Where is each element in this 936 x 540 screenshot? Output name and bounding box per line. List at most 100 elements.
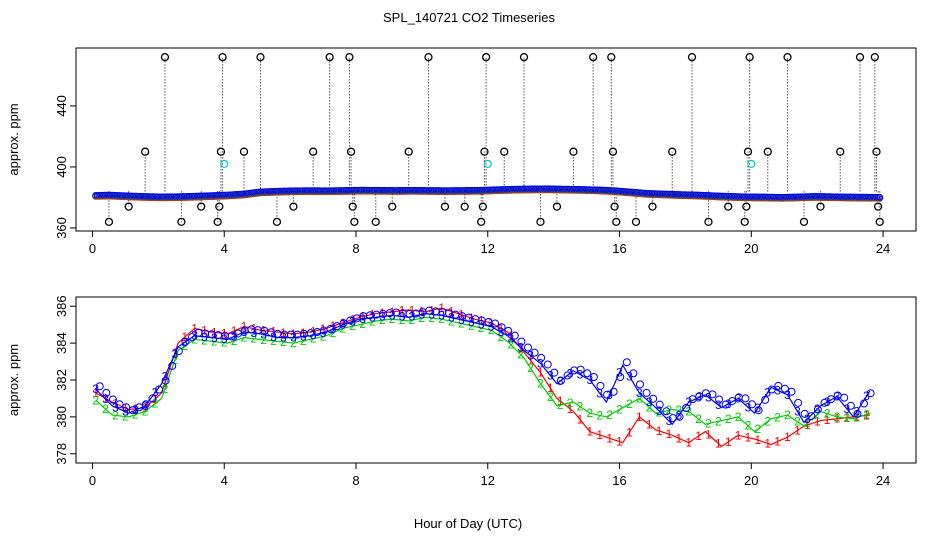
series-2-marker: 2 xyxy=(567,396,574,410)
series-1-marker: 1 xyxy=(745,431,752,445)
series-3-circle xyxy=(787,387,796,396)
series-2-marker: 2 xyxy=(201,334,208,348)
series-1-marker: 1 xyxy=(458,308,465,322)
series-2-marker: 2 xyxy=(241,331,248,345)
outlier-point xyxy=(177,217,186,227)
series-2-marker: 2 xyxy=(132,408,139,422)
series-3-circle xyxy=(543,360,552,369)
bottom-y-axis-label: approx. ppm xyxy=(6,344,21,416)
series-2-marker: 2 xyxy=(112,408,119,422)
series-1-marker: 1 xyxy=(675,431,682,445)
outlier-point xyxy=(478,202,487,211)
bottom-x-tick-label: 8 xyxy=(352,473,359,488)
series-3-circle xyxy=(115,400,124,409)
outlier-point xyxy=(325,53,334,62)
series-3-circle xyxy=(860,399,868,408)
series-3-circle xyxy=(491,319,500,328)
series-1-marker: 1 xyxy=(102,391,109,405)
series-1-marker: 1 xyxy=(685,436,692,450)
series-3-circle xyxy=(748,400,756,409)
series-2-marker: 2 xyxy=(547,390,554,404)
series-2-marker: 2 xyxy=(804,416,811,430)
series-3-circle xyxy=(332,322,341,331)
outlier-point xyxy=(477,217,486,227)
series-3-marker: 3 xyxy=(547,369,554,383)
series-3-marker: 3 xyxy=(745,400,752,414)
series-2-marker: 2 xyxy=(517,348,524,362)
series-3-circle xyxy=(227,332,236,341)
series-3-circle xyxy=(636,380,644,389)
outlier-point xyxy=(215,202,224,211)
series-1-marker: 1 xyxy=(824,413,831,427)
series-3-circle xyxy=(767,385,776,394)
bottom-x-tick-label: 0 xyxy=(89,473,96,488)
series-2-marker: 2 xyxy=(794,415,801,429)
series-1-marker: 1 xyxy=(695,429,702,443)
series-2-marker: 2 xyxy=(92,393,99,407)
series-3-circle xyxy=(708,390,717,399)
series-3-circle xyxy=(188,333,196,342)
series-2-marker: 2 xyxy=(735,410,742,424)
series-1-marker: 1 xyxy=(320,322,327,336)
series-3-circle xyxy=(649,394,658,403)
series-3-marker: 3 xyxy=(428,307,435,321)
series-3-marker: 3 xyxy=(794,404,801,418)
cyan-point xyxy=(220,159,229,168)
series-1-marker: 1 xyxy=(735,428,742,442)
series-1-marker: 1 xyxy=(122,401,129,415)
outlier-point xyxy=(536,217,545,227)
outlier-point xyxy=(440,202,450,211)
top-x-tick-label: 12 xyxy=(481,241,495,256)
outlier-point xyxy=(197,202,206,211)
series-3-circle xyxy=(148,394,157,403)
outlier-point xyxy=(213,217,222,227)
series-1-marker: 1 xyxy=(656,424,663,438)
series-1-marker: 1 xyxy=(577,412,584,426)
outlier-point xyxy=(704,217,713,227)
series-3-circle xyxy=(141,400,150,409)
series-3-marker: 3 xyxy=(824,395,831,409)
series-3-circle xyxy=(102,388,111,397)
series-3-circle xyxy=(517,337,526,346)
series-3-circle xyxy=(695,392,704,401)
series-2-marker: 2 xyxy=(675,403,682,417)
series-1-marker: 1 xyxy=(399,304,406,318)
series-2-marker: 2 xyxy=(527,361,534,375)
series-1-marker: 1 xyxy=(300,326,307,340)
bottom-x-tick-label: 12 xyxy=(481,473,495,488)
top-x-tick-label: 0 xyxy=(89,241,96,256)
series-3-marker: 3 xyxy=(419,307,426,321)
series-3-circle xyxy=(728,396,737,405)
series-1-marker: 1 xyxy=(606,431,613,445)
series-2-marker: 2 xyxy=(419,311,426,325)
outlier-point xyxy=(141,147,150,156)
bottom-x-tick-label: 24 xyxy=(876,473,890,488)
series-2-marker: 2 xyxy=(587,406,594,420)
series-3-circle xyxy=(504,326,513,335)
series-3-circle xyxy=(774,381,783,390)
series-3-marker: 3 xyxy=(725,397,732,411)
series-3-circle xyxy=(682,403,691,412)
series-3-circle xyxy=(168,361,177,370)
series-1-marker: 1 xyxy=(853,410,860,424)
top-y-tick-label: 440 xyxy=(54,95,69,117)
outlier-point xyxy=(348,202,357,211)
series-1-marker: 1 xyxy=(537,366,544,380)
top-plot-area xyxy=(92,53,884,227)
series-3-marker: 3 xyxy=(152,386,159,400)
outlier-point xyxy=(404,147,413,156)
outlier-point xyxy=(480,147,489,156)
series-3-marker: 3 xyxy=(92,382,99,396)
series-3-circle xyxy=(537,353,546,362)
series-2-marker: 2 xyxy=(468,319,475,333)
series-3-marker: 3 xyxy=(122,405,129,419)
outlier-point xyxy=(836,147,845,156)
series-1-marker: 1 xyxy=(478,314,485,328)
cyan-point xyxy=(483,159,492,168)
series-2-marker: 2 xyxy=(221,336,228,350)
series-2-marker: 2 xyxy=(260,333,267,347)
series-2-marker: 2 xyxy=(300,334,307,348)
outlier-point xyxy=(239,147,249,156)
outlier-point xyxy=(424,53,433,62)
